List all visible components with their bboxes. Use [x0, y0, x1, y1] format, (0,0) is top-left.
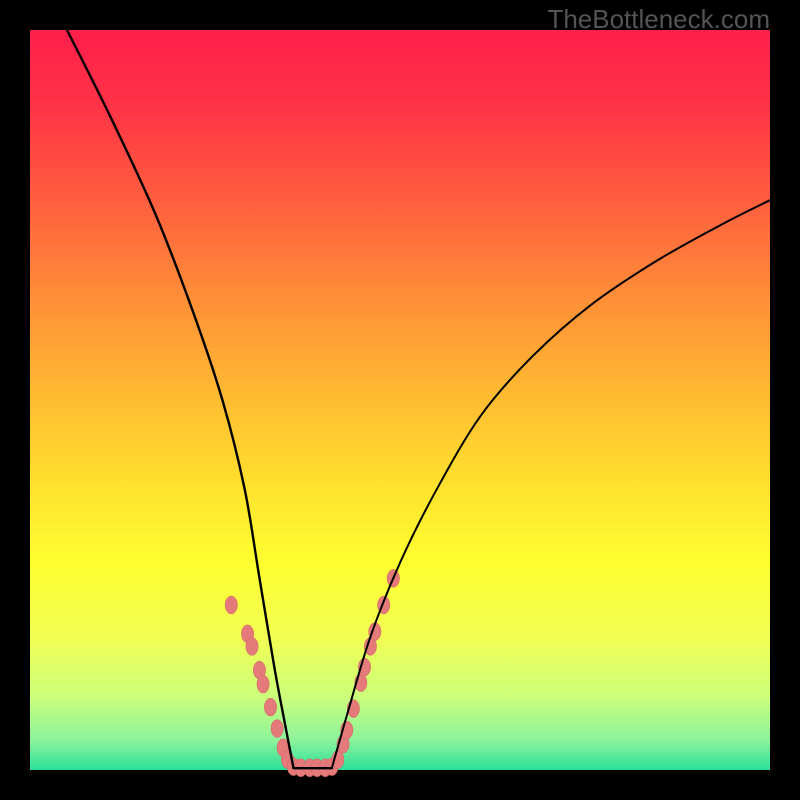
bottleneck-marker: [264, 698, 276, 716]
right-curve: [332, 200, 770, 768]
markers-group: [225, 569, 399, 776]
left-curve: [67, 30, 293, 768]
bottleneck-marker: [246, 637, 258, 655]
chart-frame: TheBottleneck.com: [0, 0, 800, 800]
bottleneck-marker: [257, 675, 269, 693]
bottleneck-marker: [271, 720, 283, 738]
chart-svg: [0, 0, 800, 800]
bottleneck-marker: [225, 596, 237, 614]
curves-group: [67, 30, 770, 768]
